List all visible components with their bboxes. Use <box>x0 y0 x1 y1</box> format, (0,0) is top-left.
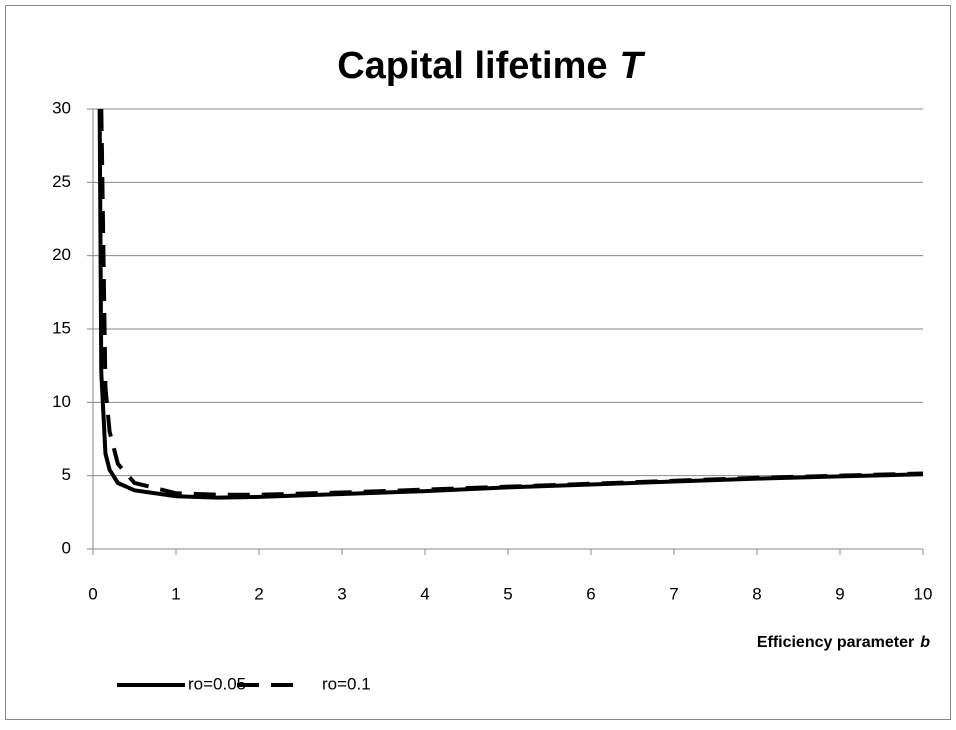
x-label-symbol: b <box>920 634 930 651</box>
x-tick-label: 2 <box>254 584 263 603</box>
x-tick-label: 8 <box>752 584 761 603</box>
legend-label: ro=0.1 <box>322 674 371 693</box>
title-symbol: T <box>620 45 646 87</box>
y-tick-label: 25 <box>52 172 71 191</box>
x-tick-label: 3 <box>337 584 346 603</box>
title-text: Capital lifetime <box>337 45 607 87</box>
chart-border <box>5 5 951 720</box>
y-tick-label: 30 <box>52 98 71 117</box>
x-label-text: Efficiency parameter <box>757 634 914 651</box>
y-tick-label: 5 <box>62 465 71 484</box>
x-tick-label: 7 <box>669 584 678 603</box>
x-tick-label: 1 <box>171 584 180 603</box>
x-tick-label: 0 <box>88 584 97 603</box>
y-tick-label: 10 <box>52 392 71 411</box>
x-tick-label: 6 <box>586 584 595 603</box>
series-line <box>99 109 924 497</box>
x-tick-label: 4 <box>420 584 429 603</box>
x-tick-label: 9 <box>835 584 844 603</box>
x-axis-label: Efficiency parameter b <box>757 634 930 651</box>
y-tick-label: 15 <box>52 318 71 337</box>
legend-label: ro=0.05 <box>188 674 246 693</box>
x-tick-label: 10 <box>914 584 933 603</box>
series-line <box>97 109 924 500</box>
chart-title: Capital lifetime T <box>337 45 645 87</box>
y-tick-label: 0 <box>62 538 71 557</box>
y-tick-label: 20 <box>52 245 71 264</box>
x-tick-label: 5 <box>503 584 512 603</box>
